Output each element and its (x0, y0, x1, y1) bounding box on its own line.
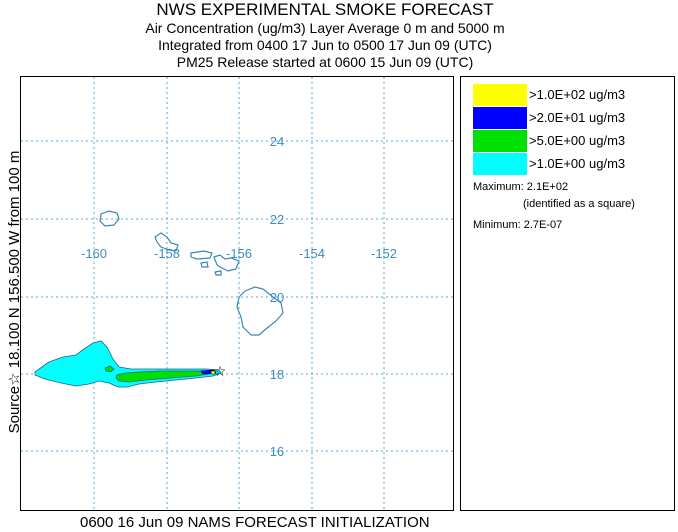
coastlines (99, 210, 284, 336)
lat-label-16: 16 (270, 444, 284, 459)
island-kahoolawe (214, 270, 222, 276)
legend-panel: >1.0E+02 ug/m3 >2.0E+01 ug/m3 >5.0E+00 u… (460, 76, 675, 511)
page-title: NWS EXPERIMENTAL SMOKE FORECAST (156, 0, 494, 19)
island-lanai (200, 261, 209, 268)
map-canvas: -160 -158 -156 -154 -152 24 22 20 18 16 (21, 77, 455, 512)
legend-swatch-yellow (473, 84, 527, 106)
island-oahu (154, 232, 179, 252)
forecast-initialization-label: 0600 16 Jun 09 NAMS FORECAST INITIALIZAT… (80, 514, 430, 531)
legend-label: >2.0E+01 ug/m3 (529, 110, 626, 125)
subtitle-release: PM25 Release started at 0600 15 Jun 09 (… (176, 54, 474, 70)
lon-label-158: -158 (154, 246, 180, 261)
lon-label-160: -160 (81, 246, 107, 261)
maximum-note: (identified as a square) (523, 198, 635, 210)
lat-label-18: 18 (270, 367, 284, 382)
lat-label-24: 24 (270, 134, 284, 149)
maximum-value: Maximum: 2.1E+02 (473, 181, 569, 193)
legend-label: >1.0E+00 ug/m3 (529, 156, 626, 171)
legend-swatch-green (473, 130, 527, 152)
map-panel: -160 -158 -156 -154 -152 24 22 20 18 16 (20, 76, 455, 512)
lon-label-156: -156 (226, 246, 252, 261)
subtitle-integration: Integrated from 0400 17 Jun to 0500 17 J… (158, 37, 492, 53)
island-maui (213, 254, 240, 272)
island-molokai (190, 250, 213, 260)
subtitle-concentration: Air Concentration (ug/m3) Layer Average … (145, 20, 505, 36)
plume-contour-5e0-b (104, 365, 115, 373)
plume-contour-1e2 (210, 370, 216, 375)
lat-label-20: 20 (270, 290, 284, 305)
latitude-labels: 24 22 20 18 16 (270, 134, 284, 459)
legend-swatch-cyan (473, 153, 527, 175)
lon-label-154: -154 (299, 246, 325, 261)
island-hawaii (236, 286, 284, 336)
lat-label-22: 22 (270, 212, 284, 227)
plume-contour-5e0-a (115, 370, 210, 383)
legend-swatch-blue (473, 107, 527, 129)
longitude-labels: -160 -158 -156 -154 -152 (81, 246, 397, 261)
source-star-icon: ☆ (214, 363, 227, 379)
lon-label-152: -152 (371, 246, 397, 261)
legend-label: >5.0E+00 ug/m3 (529, 133, 626, 148)
island-kauai (99, 210, 120, 227)
minimum-value: Minimum: 2.7E-07 (473, 219, 563, 231)
smoke-plume (34, 340, 222, 388)
legend-label: >1.0E+02 ug/m3 (529, 87, 626, 102)
graticule (21, 77, 455, 512)
